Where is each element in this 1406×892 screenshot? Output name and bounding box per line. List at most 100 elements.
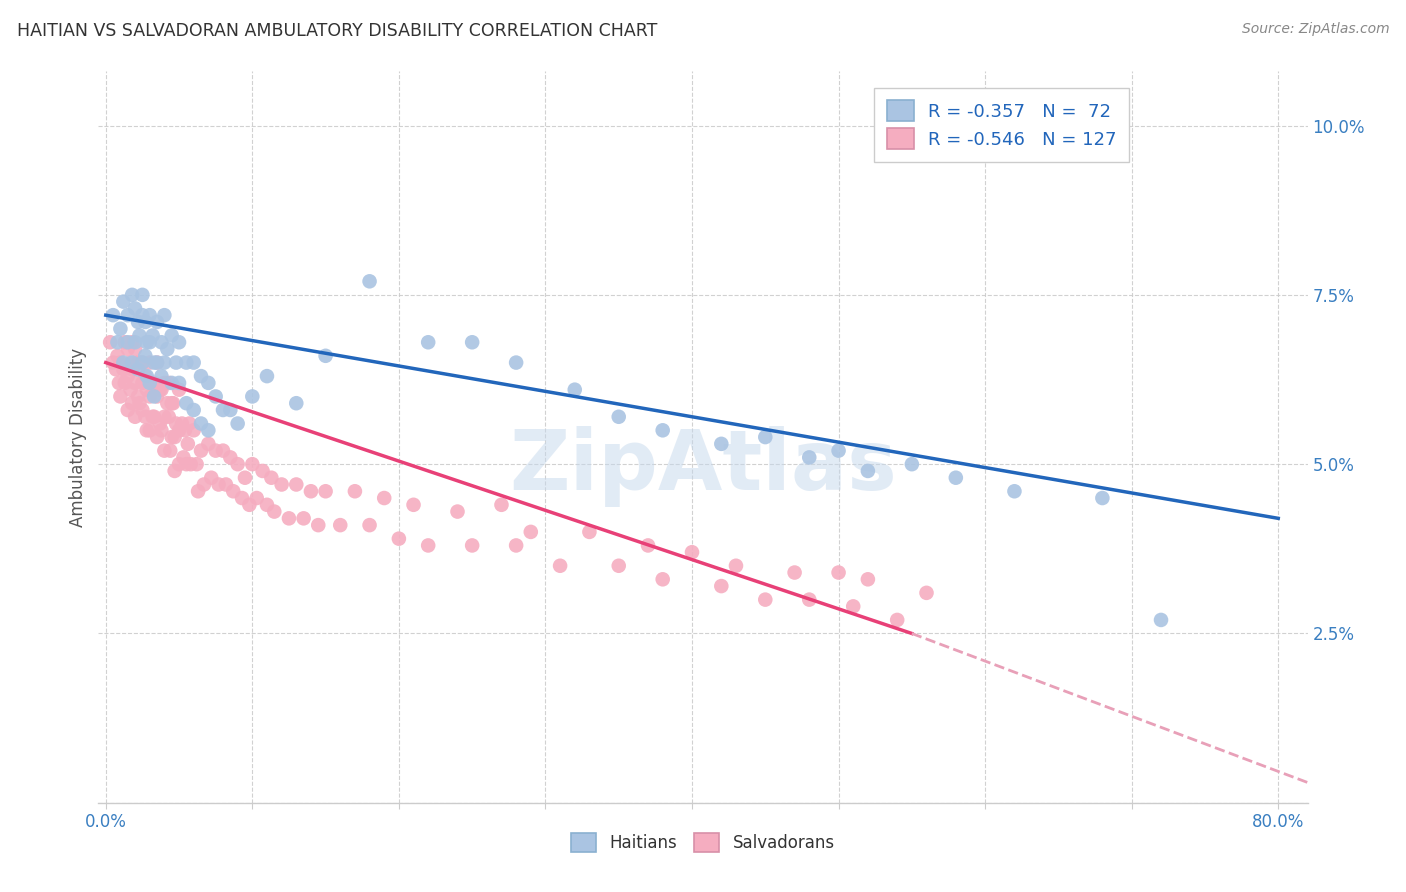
- Point: [146, 430, 169, 444]
- Point: [135, 335, 157, 350]
- Point: [491, 498, 513, 512]
- Point: [150, 369, 173, 384]
- Point: [138, 376, 160, 390]
- Point: [842, 599, 865, 614]
- Point: [754, 592, 776, 607]
- Point: [134, 349, 156, 363]
- Text: ZipAtlas: ZipAtlas: [509, 425, 897, 507]
- Point: [197, 423, 219, 437]
- Point: [710, 579, 733, 593]
- Point: [157, 376, 180, 390]
- Point: [315, 484, 337, 499]
- Point: [681, 545, 703, 559]
- Point: [651, 572, 673, 586]
- Point: [193, 477, 215, 491]
- Point: [226, 417, 249, 431]
- Point: [162, 396, 184, 410]
- Point: [114, 335, 136, 350]
- Point: [856, 464, 879, 478]
- Point: [117, 342, 139, 356]
- Point: [163, 430, 186, 444]
- Point: [461, 538, 484, 552]
- Point: [107, 335, 129, 350]
- Point: [124, 335, 146, 350]
- Point: [143, 355, 166, 369]
- Point: [121, 355, 143, 369]
- Point: [827, 443, 849, 458]
- Point: [127, 355, 149, 369]
- Point: [240, 457, 263, 471]
- Point: [174, 423, 197, 437]
- Point: [315, 349, 337, 363]
- Point: [134, 409, 156, 424]
- Point: [446, 505, 468, 519]
- Point: [724, 558, 747, 573]
- Point: [167, 383, 190, 397]
- Point: [799, 450, 821, 465]
- Point: [160, 430, 183, 444]
- Point: [131, 355, 153, 369]
- Point: [124, 301, 146, 316]
- Point: [299, 484, 322, 499]
- Point: [1004, 484, 1026, 499]
- Point: [142, 328, 165, 343]
- Point: [292, 511, 315, 525]
- Point: [915, 586, 938, 600]
- Point: [637, 538, 659, 552]
- Point: [121, 396, 143, 410]
- Point: [197, 437, 219, 451]
- Point: [307, 518, 329, 533]
- Point: [110, 322, 132, 336]
- Point: [270, 477, 292, 491]
- Point: [607, 558, 630, 573]
- Point: [138, 389, 160, 403]
- Point: [226, 457, 249, 471]
- Point: [564, 383, 586, 397]
- Point: [131, 376, 153, 390]
- Point: [121, 288, 143, 302]
- Point: [138, 423, 160, 437]
- Point: [212, 443, 235, 458]
- Point: [285, 396, 308, 410]
- Point: [505, 538, 527, 552]
- Point: [114, 376, 136, 390]
- Point: [176, 396, 198, 410]
- Point: [186, 457, 208, 471]
- Point: [121, 362, 143, 376]
- Point: [127, 389, 149, 403]
- Point: [167, 423, 190, 437]
- Point: [153, 308, 176, 322]
- Point: [153, 443, 176, 458]
- Point: [150, 423, 173, 437]
- Point: [170, 417, 193, 431]
- Point: [156, 342, 179, 356]
- Point: [150, 335, 173, 350]
- Point: [153, 409, 176, 424]
- Point: [107, 349, 129, 363]
- Point: [219, 403, 242, 417]
- Point: [329, 518, 352, 533]
- Point: [165, 355, 187, 369]
- Point: [233, 471, 256, 485]
- Point: [754, 430, 776, 444]
- Point: [110, 389, 132, 403]
- Point: [135, 423, 157, 437]
- Point: [520, 524, 543, 539]
- Point: [146, 389, 169, 403]
- Point: [156, 396, 179, 410]
- Point: [153, 376, 176, 390]
- Point: [143, 389, 166, 403]
- Point: [240, 389, 263, 403]
- Point: [167, 376, 190, 390]
- Point: [285, 477, 308, 491]
- Point: [105, 362, 128, 376]
- Point: [190, 417, 212, 431]
- Point: [359, 274, 381, 288]
- Point: [157, 409, 180, 424]
- Y-axis label: Ambulatory Disability: Ambulatory Disability: [69, 348, 87, 526]
- Point: [160, 396, 183, 410]
- Point: [142, 376, 165, 390]
- Point: [945, 471, 967, 485]
- Point: [190, 369, 212, 384]
- Point: [180, 457, 202, 471]
